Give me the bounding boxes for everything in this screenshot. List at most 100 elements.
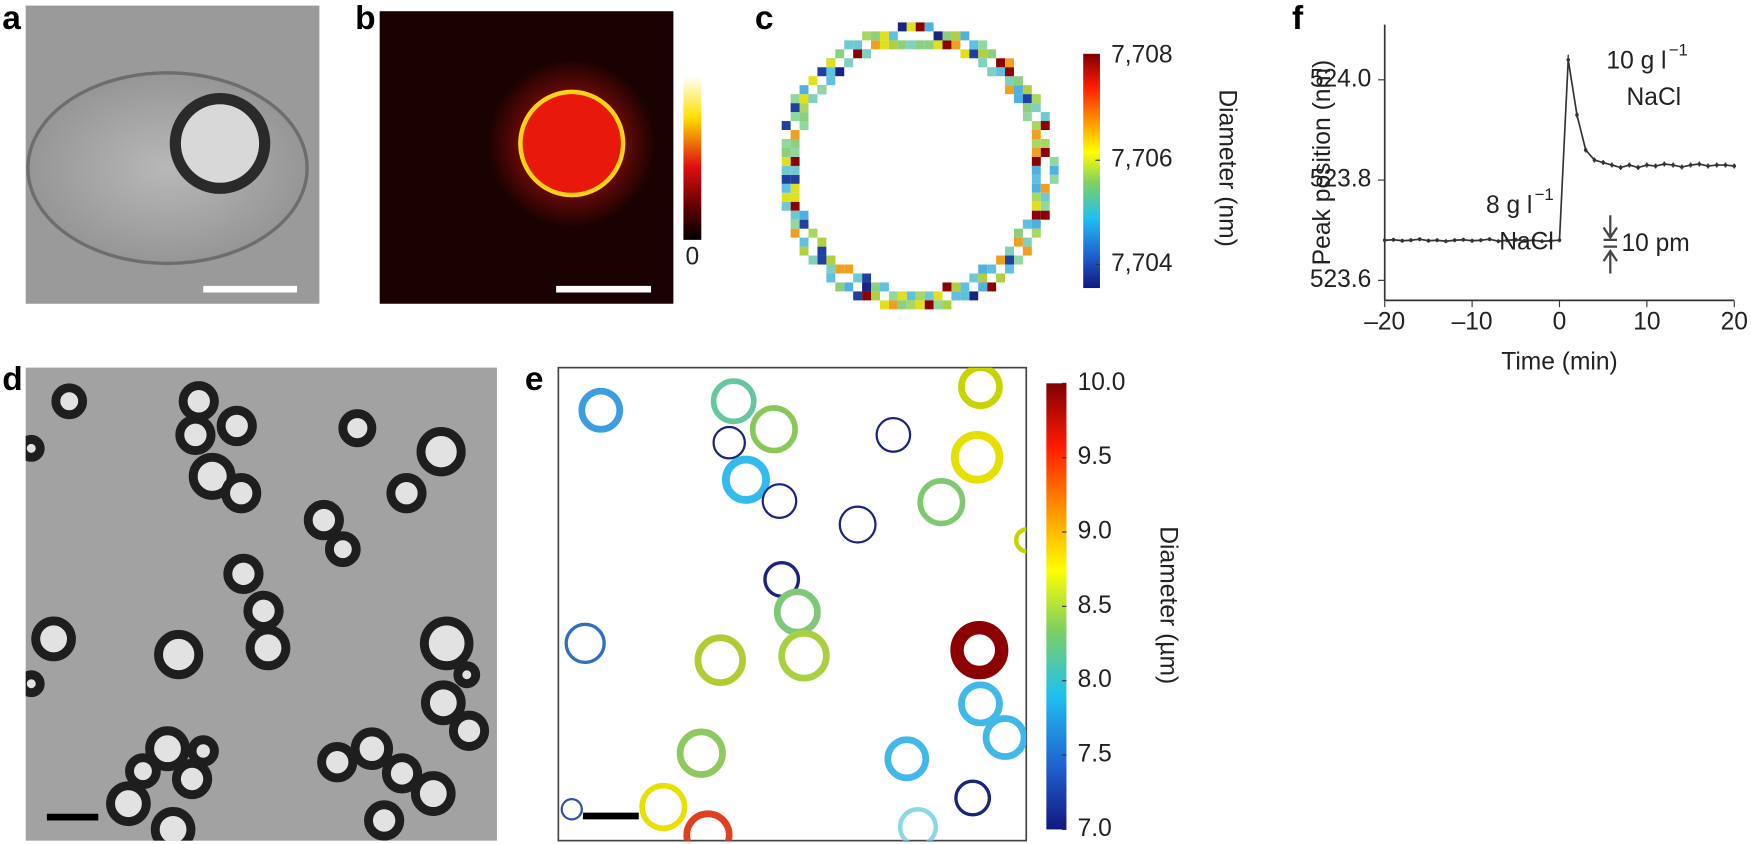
colorbar-tick-label: 7,706 — [1111, 146, 1172, 173]
ring-pixel — [1031, 165, 1041, 175]
point — [1479, 238, 1483, 243]
point — [1671, 163, 1675, 167]
annotation: NaCl — [1627, 84, 1682, 111]
bead-ring — [884, 736, 930, 782]
panel-label: b — [355, 0, 375, 37]
ring-pixel — [790, 147, 800, 157]
bead-ring — [694, 634, 746, 686]
ring-pixel — [781, 121, 791, 131]
point — [1645, 163, 1649, 167]
ring-pixel — [978, 282, 988, 292]
ring-pixel — [817, 246, 827, 256]
ring-pixel — [826, 58, 836, 68]
bead — [386, 472, 427, 514]
colorbar-tick-label: 8.0 — [1078, 666, 1112, 693]
bead-ring — [1013, 526, 1027, 554]
bead-ring — [721, 455, 770, 504]
point — [1417, 237, 1422, 242]
bead-ring — [897, 807, 939, 841]
bead — [154, 629, 204, 680]
x-tick-label: 20 — [1721, 308, 1748, 335]
ring-pixel — [790, 174, 800, 184]
ring-pixel — [888, 40, 898, 50]
ring-pixel — [924, 291, 934, 301]
point — [1435, 238, 1439, 243]
ring-pixel — [826, 264, 836, 274]
ring-pixel — [790, 156, 800, 166]
bead-ring — [560, 798, 583, 821]
bead-ring — [950, 620, 1009, 680]
ring-pixel — [781, 138, 791, 148]
x-tick-label: –10 — [1452, 308, 1493, 335]
bead — [324, 531, 361, 568]
ring-pixel — [933, 300, 943, 310]
ring-pixel — [1022, 85, 1032, 95]
ring-pixel — [1049, 165, 1059, 175]
point — [1732, 164, 1737, 168]
line — [1384, 59, 1735, 243]
point — [1618, 165, 1623, 170]
point — [1592, 158, 1597, 162]
bead-ring — [578, 387, 624, 433]
y-tick-label: 523.6 — [1310, 266, 1371, 293]
point — [1566, 57, 1571, 62]
ring-pixel — [781, 165, 791, 175]
ring-pixel — [871, 282, 880, 292]
point — [1452, 238, 1457, 243]
ring-pixel — [960, 282, 970, 292]
ring-pixel — [871, 291, 880, 301]
ring-pixel — [790, 130, 800, 139]
ring-pixel — [1031, 183, 1041, 193]
bead-ring — [982, 715, 1027, 760]
colorbar-tick-label: 7,708 — [1111, 41, 1172, 68]
bead — [448, 710, 490, 751]
bead-ring — [950, 430, 1004, 484]
point — [1706, 164, 1710, 168]
ring-pixel — [906, 291, 916, 301]
point — [1444, 239, 1448, 244]
ring-pixel — [790, 94, 800, 104]
ring-pixel — [799, 121, 809, 131]
bead — [381, 753, 423, 794]
ring-pixel — [1005, 58, 1014, 68]
ring-pixel — [1022, 237, 1032, 247]
ring-pixel — [1040, 210, 1050, 220]
ring-pixel — [853, 40, 863, 50]
bead — [317, 742, 358, 783]
bead-ring — [712, 425, 746, 460]
ring-pixel — [790, 103, 800, 113]
ring-pixel — [799, 210, 809, 220]
ring-pixel — [933, 291, 943, 301]
point — [1505, 238, 1509, 243]
colorbar-tick-label: 8.5 — [1078, 592, 1112, 619]
ring-pixel — [844, 264, 854, 274]
ring-pixel — [853, 273, 863, 283]
ring-pixel — [1040, 192, 1050, 202]
ring-pixel — [1005, 255, 1014, 265]
bead — [338, 409, 377, 448]
annotation-text: 10 g l — [1606, 47, 1666, 74]
bead — [410, 771, 456, 816]
ring-pixel — [897, 40, 907, 50]
point — [1514, 237, 1518, 242]
arrow — [1602, 215, 1618, 274]
point — [1540, 239, 1544, 244]
ring-pixel — [808, 76, 818, 86]
ring-pixel — [960, 31, 970, 41]
ring-pixel — [862, 273, 872, 283]
ring-pixel — [871, 31, 880, 41]
ring-pixel — [1005, 67, 1014, 77]
ring-pixel — [888, 291, 898, 301]
ring-pixel — [1013, 94, 1023, 104]
ring-pixel — [790, 165, 800, 175]
bead-ring — [958, 681, 1003, 727]
point — [1461, 237, 1466, 242]
y-tick-label: 523.8 — [1310, 166, 1371, 193]
ring-pixel — [799, 85, 809, 95]
ring-pixel — [826, 76, 836, 86]
ring-pixel — [942, 282, 952, 292]
bead-fluorescence — [518, 89, 626, 198]
ring-pixel — [1040, 112, 1050, 122]
ring-pixel — [1022, 94, 1032, 104]
annotation: 10 g l −1 — [1606, 41, 1687, 74]
